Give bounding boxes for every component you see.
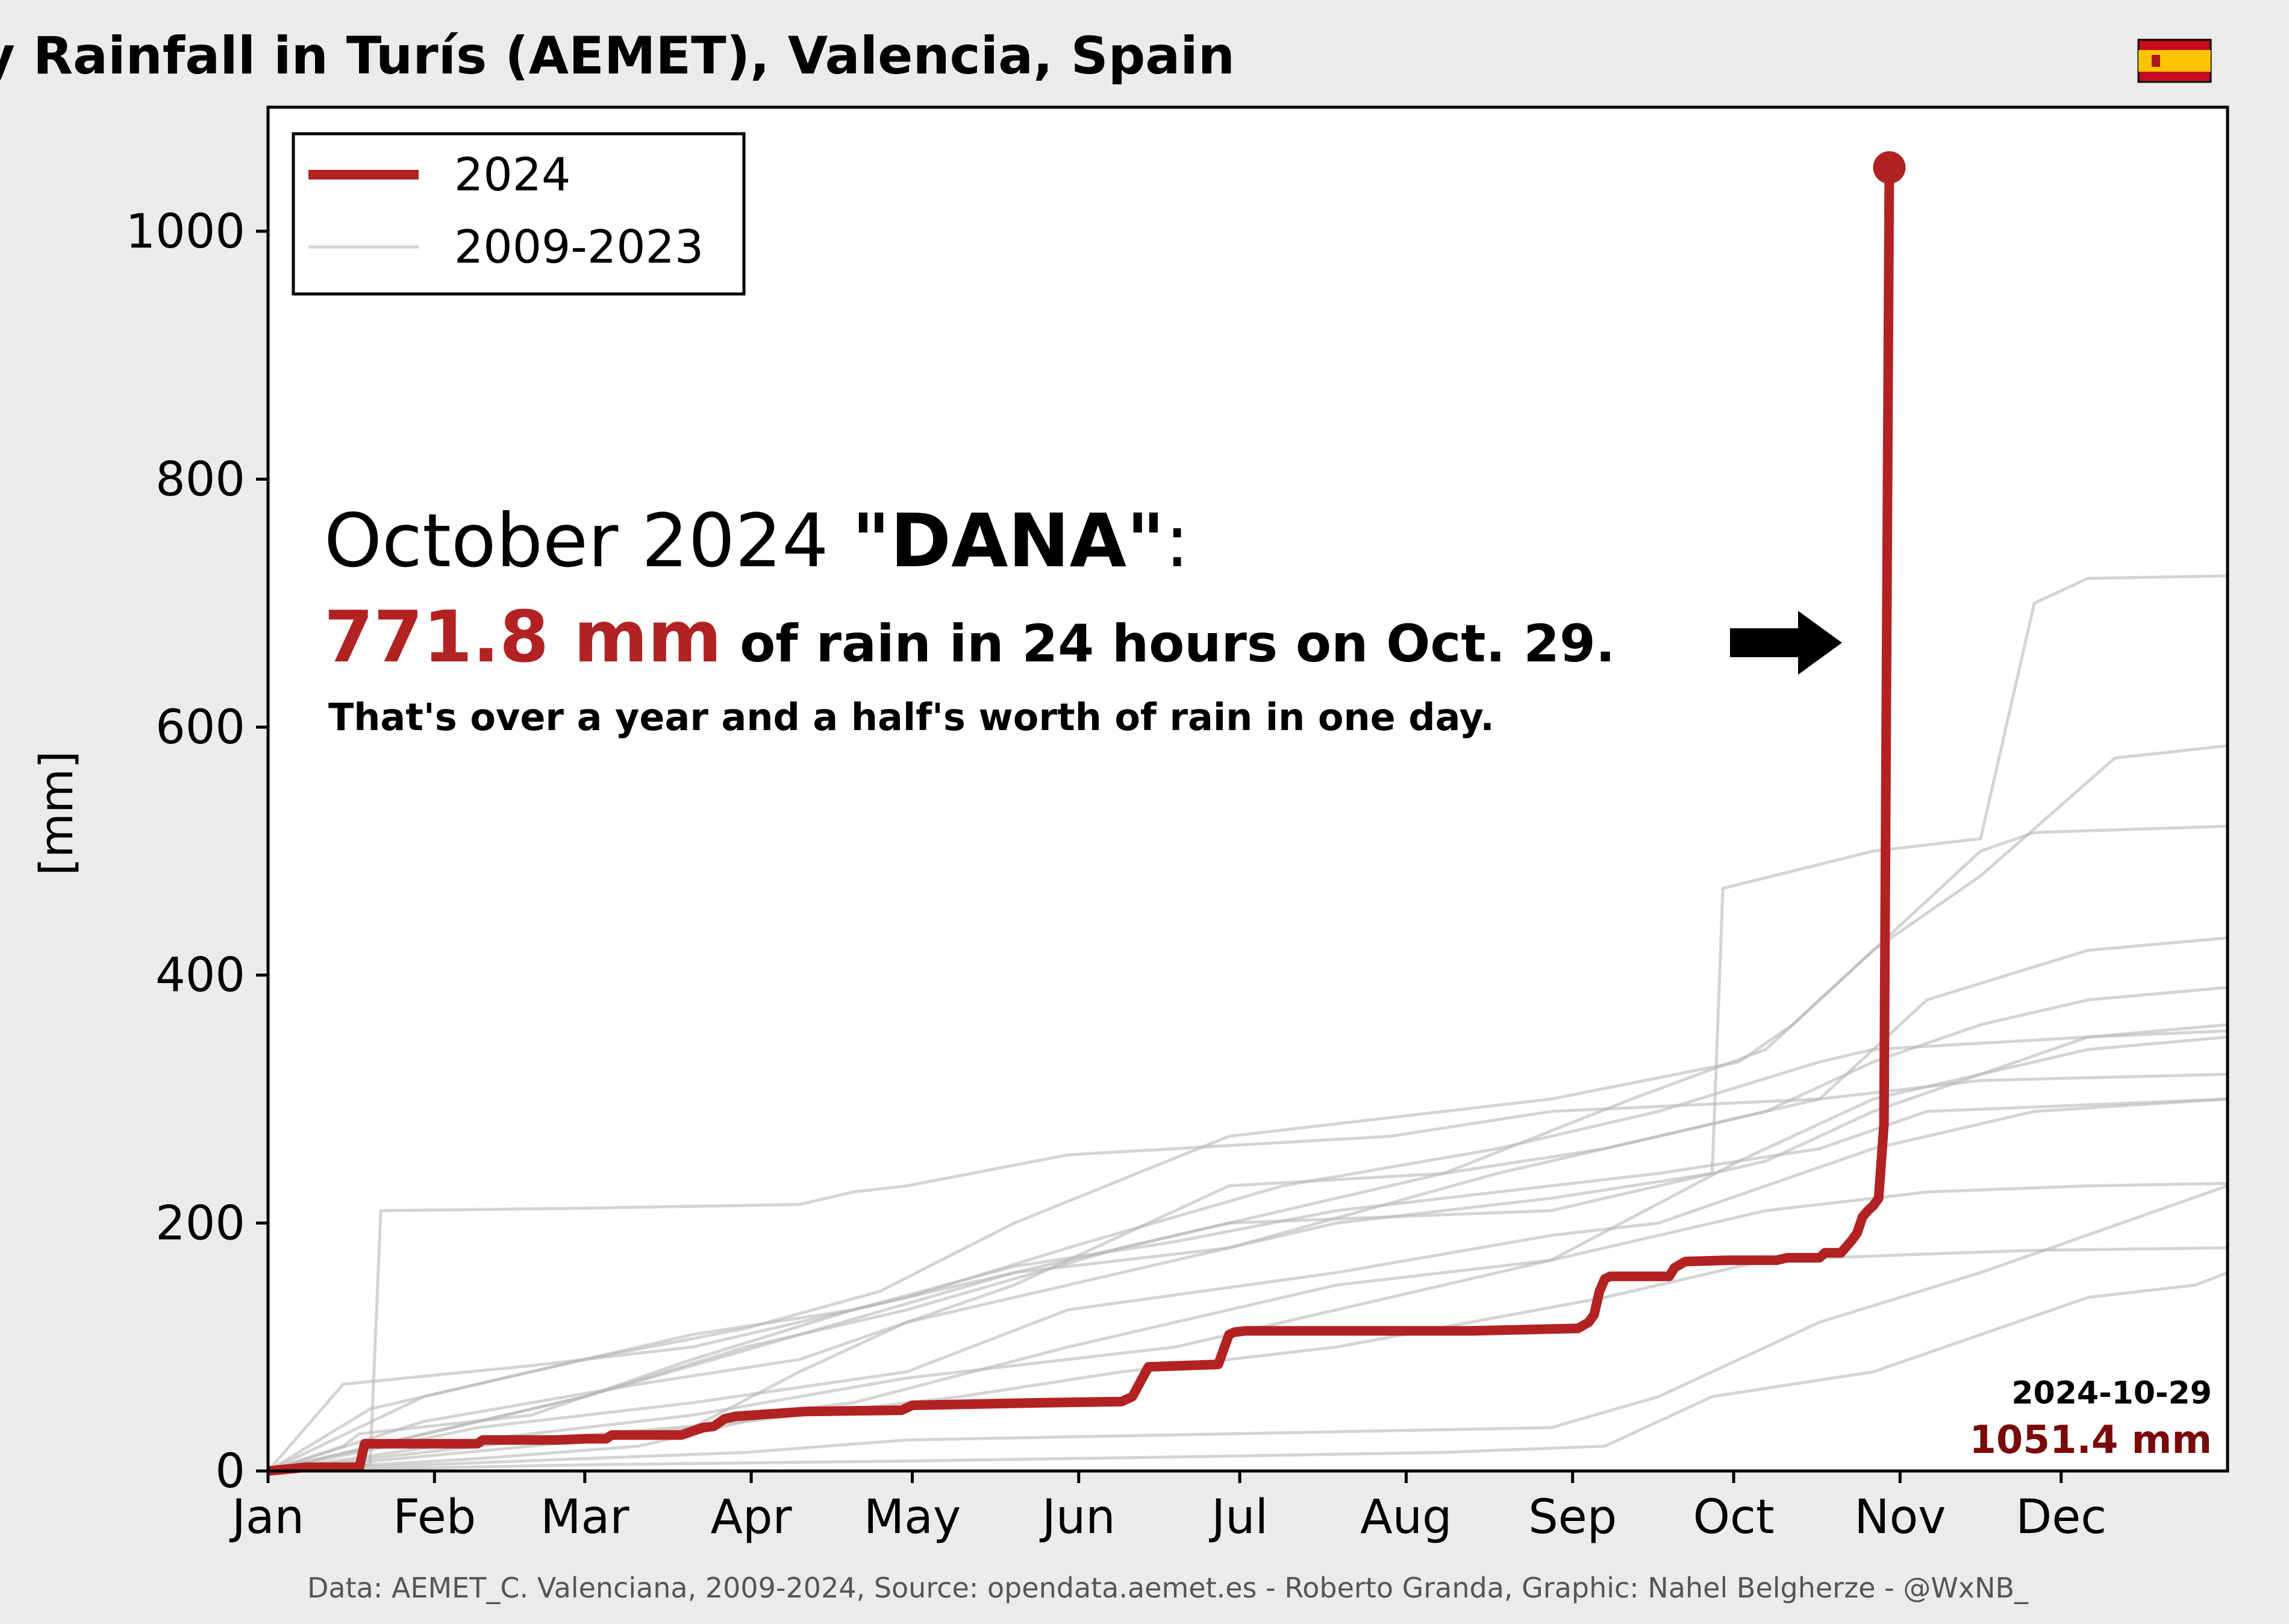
y-tick-label: 1000	[125, 205, 245, 259]
x-tick-label: Jul	[1208, 1490, 1268, 1544]
history-line-7	[267, 1184, 2228, 1473]
dana-annotation: October 2024 "DANA": 771.8 mm of rain in…	[324, 498, 1842, 739]
y-tick-label: 0	[215, 1444, 245, 1499]
history-line-8	[267, 1098, 2228, 1473]
x-tick-label: Dec	[2016, 1490, 2106, 1544]
plot-frame	[266, 105, 2229, 1473]
chart-title: Cumulative Daily Rainfall in Turís (AEME…	[0, 26, 1235, 86]
history-series-group	[267, 574, 2228, 1473]
annotation-amount-line: 771.8 mm of rain in 24 hours on Oct. 29.	[324, 595, 1615, 678]
x-tick-label: Sep	[1528, 1490, 1617, 1544]
annotation-headline: October 2024 "DANA":	[324, 498, 1190, 584]
series-2024-end-point	[1873, 151, 1906, 184]
x-tick-label: Jun	[1039, 1490, 1116, 1544]
end-total-label: 1051.4 mm	[1969, 1418, 2212, 1463]
series-2024-line	[267, 163, 1895, 1476]
y-tick-label: 400	[155, 949, 245, 1003]
x-tick-label: Oct	[1693, 1490, 1775, 1544]
history-line-2	[267, 1098, 2228, 1473]
history-line-5	[267, 1035, 2228, 1473]
x-tick-label: Apr	[711, 1490, 793, 1544]
x-axis: Jan Feb Mar Apr May Jun Jul Aug Sep Oct Nov Dec	[229, 1471, 2106, 1544]
annotation-note: That's over a year and a half's worth of…	[328, 695, 1494, 739]
history-line-15	[267, 744, 2228, 1473]
history-line-13	[267, 1029, 2228, 1472]
right-arrow-icon	[1730, 611, 1842, 675]
legend: 2024 2009-2023	[292, 132, 746, 296]
x-tick-label: Aug	[1360, 1490, 1452, 1544]
y-axis: 0 200 400 600 800 1000	[125, 205, 268, 1499]
x-tick-label: Nov	[1854, 1490, 1946, 1544]
spain-flag-icon	[2137, 39, 2212, 83]
x-tick-label: Mar	[540, 1490, 629, 1544]
history-line-14	[267, 1182, 2228, 1473]
source-credit: Data: AEMET_C. Valenciana, 2009-2024, So…	[307, 1572, 2029, 1604]
y-axis-label: [mm]	[30, 751, 83, 875]
legend-box	[292, 132, 746, 296]
end-date-label: 2024-10-29	[2011, 1375, 2212, 1411]
x-tick-label: Jan	[229, 1490, 304, 1544]
y-tick-label: 200	[155, 1196, 245, 1251]
x-tick-label: May	[864, 1490, 961, 1544]
y-tick-label: 600	[155, 701, 245, 755]
legend-label-history: 2009-2023	[454, 220, 704, 273]
history-line-10	[267, 1271, 2228, 1473]
legend-label-2024: 2024	[454, 148, 570, 201]
history-line-6	[267, 1023, 2228, 1473]
plot-area	[268, 107, 2228, 1471]
y-tick-label: 800	[155, 452, 245, 507]
x-tick-label: Feb	[393, 1490, 476, 1544]
history-line-9	[267, 936, 2228, 1473]
